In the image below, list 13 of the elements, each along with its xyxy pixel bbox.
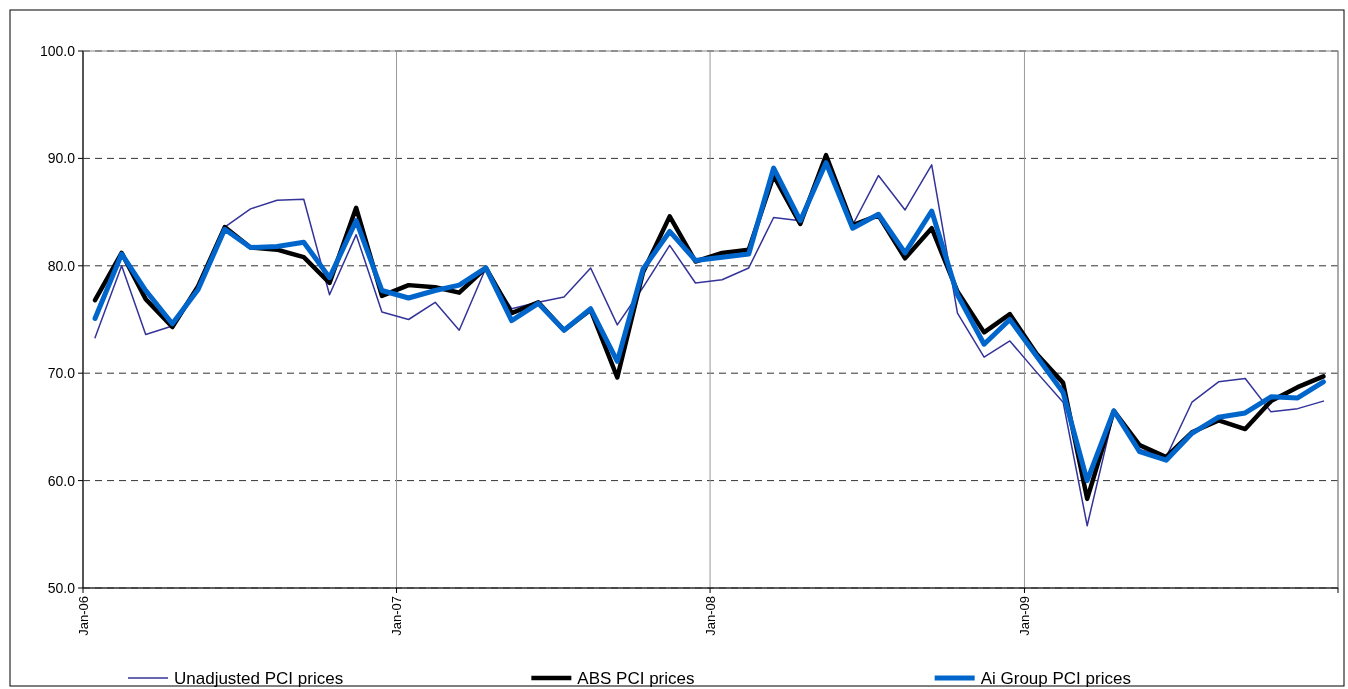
x-tick-label: Jan-08 xyxy=(702,596,718,636)
y-tick-label: 70.0 xyxy=(47,365,76,382)
y-tick-label: 90.0 xyxy=(47,150,76,167)
y-tick-label: 60.0 xyxy=(47,472,76,489)
y-tick-label: 50.0 xyxy=(47,579,76,596)
x-tick-label: Jan-06 xyxy=(75,596,91,636)
x-tick-label: Jan-09 xyxy=(1017,596,1033,636)
legend-label: Ai Group PCI prices xyxy=(980,668,1131,688)
x-tick-label: Jan-07 xyxy=(389,596,405,636)
y-tick-label: 80.0 xyxy=(47,257,76,274)
legend-label: Unadjusted PCI prices xyxy=(174,668,344,688)
legend-label: ABS PCI prices xyxy=(577,668,695,688)
y-tick-label: 100.0 xyxy=(39,42,76,59)
